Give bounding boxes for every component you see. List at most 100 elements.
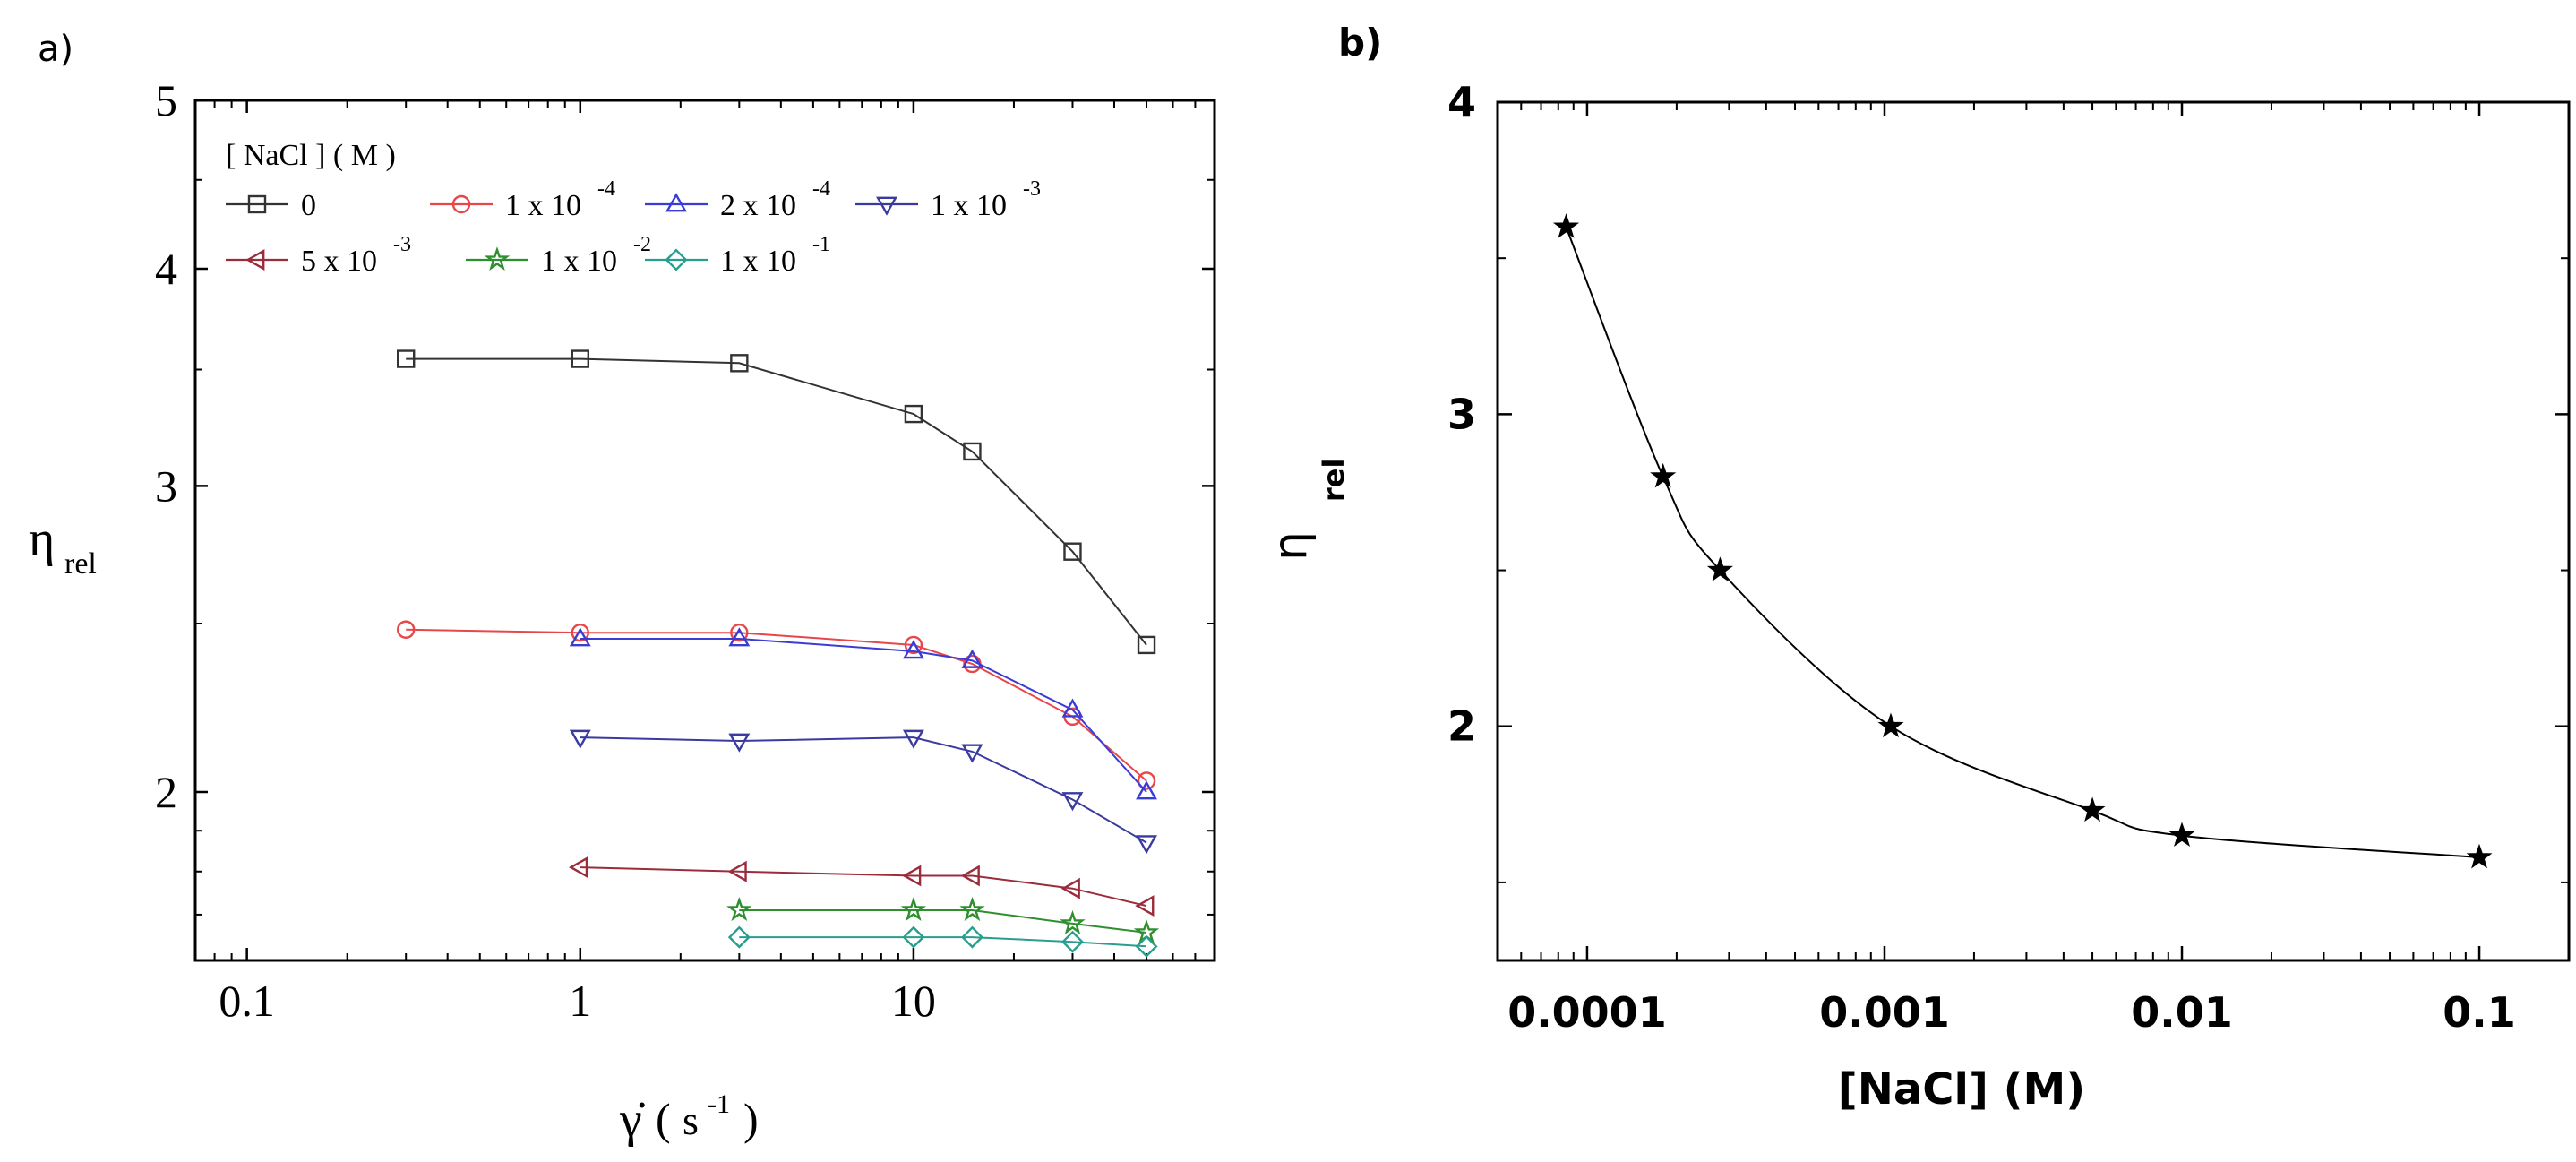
x-label-paren-close: ) [743,1094,759,1144]
panel-a-label: a) [38,29,73,70]
legend-marker [245,249,265,271]
data-point [1060,877,1080,899]
data-point [2168,822,2195,848]
series-line [739,936,1147,948]
x-tick-label: 10 [891,976,936,1026]
legend-label: 1 x 10 [720,245,796,278]
data-point [1060,930,1084,953]
data-point [727,860,747,882]
data-point [963,442,982,461]
data-point [569,627,591,647]
legend-exponent: -4 [597,177,615,201]
data-point [961,744,983,763]
data-point [730,623,749,642]
data-point [1136,835,1157,855]
legend-marker [876,196,897,216]
legend-marker [665,248,688,271]
y-tick-label: 5 [155,75,177,125]
data-point [1061,792,1084,812]
series-2 [569,627,1157,800]
panel-b-x-axis-label: [NaCl] (M) [1838,1064,2085,1115]
series-line [739,909,1147,934]
data-point [1135,895,1155,917]
series-3 [569,729,1157,855]
legend-label: 1 x 10 [931,189,1007,222]
legend-marker [451,194,471,214]
data-point [1060,909,1086,934]
data-point [1136,780,1157,800]
legend-exponent: -4 [812,177,830,201]
legend-entry: 0 [226,189,316,222]
panel-b-y-label-eta: η [1264,531,1318,561]
series-line [580,866,1147,908]
legend-exponent: -3 [1023,177,1041,201]
legend-exponent: -2 [633,233,651,256]
data-point [727,925,751,949]
data-point [1135,934,1158,958]
data-point [1137,635,1156,655]
x-tick-label: 0.0001 [1507,988,1667,1037]
legend-entry: 1 x 10 -2 [466,233,651,278]
legend-entry: 2 x 10 -4 [645,177,830,222]
fit-curve [1565,226,2480,858]
x-tick-label: 0.1 [2443,988,2516,1037]
panel-a-y-axis-label: η rel [29,512,97,581]
data-point [902,865,922,887]
x-tick-label: 0.1 [219,976,275,1026]
legend-exponent: -1 [812,233,830,256]
series-line [406,628,1147,782]
data-point [904,404,923,424]
panel-b-series [1552,213,2493,869]
data-point [568,856,588,879]
legend-marker [484,246,511,271]
series-6 [727,925,1158,958]
panel-a-y-label-eta: η [29,512,55,567]
legend-label: 1 x 10 [505,189,581,222]
legend-entry: 5 x 10 -3 [226,233,411,278]
data-point [728,627,751,647]
panel-b-label: b) [1338,21,1382,65]
panel-a-axis-ticks: 0.1 1 10 2 3 4 5 [155,75,1215,1026]
series-line [580,638,1147,793]
data-point [1061,698,1084,718]
y-tick-label: 4 [155,244,177,294]
legend-label: 2 x 10 [720,189,796,222]
data-point [902,729,924,749]
data-point [902,640,924,659]
panel-a-plot-frame [193,99,1216,962]
data-point [902,925,925,949]
x-tick-label: 1 [569,976,591,1026]
legend-marker [247,194,267,214]
legend-label: 5 x 10 [301,245,377,278]
data-point [397,349,416,368]
x-label-paren-open: ( [656,1094,671,1144]
y-tick-label: 3 [1447,390,1476,438]
panel-b-axis-ticks: 0.0001 0.001 0.01 0.1 2 3 4 [1447,78,2569,1037]
panel-a-x-axis-label: γ̇ ( s -1 ) [619,1089,759,1148]
data-point [2466,843,2493,869]
data-point [728,733,751,753]
y-tick-label: 4 [1447,78,1476,126]
data-point [730,354,749,373]
series-1 [397,620,1156,790]
data-point [569,729,591,749]
legend-entry: 1 x 10 -3 [855,177,1041,222]
data-point [726,897,752,922]
series-4 [568,856,1155,917]
data-point [904,635,923,655]
x-tick-label: 0.01 [2131,988,2233,1037]
data-point [1877,712,1904,738]
data-point [2079,796,2106,822]
legend-title: [ NaCl ] ( M ) [226,139,396,172]
x-tick-label: 0.001 [1819,988,1950,1037]
data-point [1552,213,1580,238]
y-tick-label: 2 [1447,702,1476,751]
y-tick-label: 2 [155,767,177,817]
legend-entry: 1 x 10 -4 [430,177,615,222]
panel-a-y-label-sub: rel [64,547,97,581]
data-point [1706,556,1733,581]
data-point [1650,462,1677,488]
data-point [960,865,980,887]
